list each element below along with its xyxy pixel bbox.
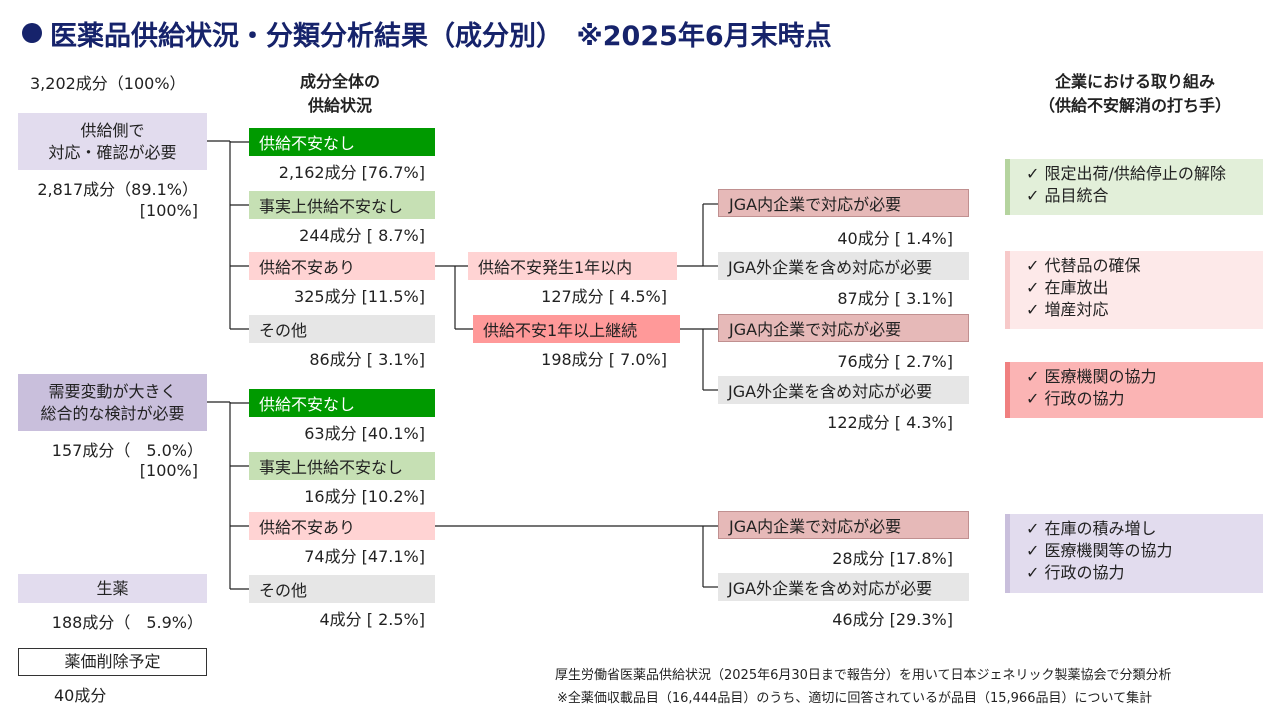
- group-demand-label-1: 需要変動が大きく: [48, 381, 177, 401]
- group-supply-side-pct: [100%]: [139, 201, 198, 220]
- group-supply-side-count: 2,817成分（89.1%）: [37, 180, 198, 199]
- jga-internal-count-3: 28成分 [17.8%]: [832, 549, 953, 568]
- right-column-header: 企業における取り組み （供給不安解消の打ち手）: [1005, 70, 1265, 118]
- g1-effectively-no-concern-box: 事実上供給不安なし: [249, 191, 435, 219]
- g1-effectively-no-concern-count: 244成分 [ 8.7%]: [299, 226, 425, 245]
- g2-effectively-no-concern-box: 事実上供給不安なし: [249, 452, 435, 480]
- g1-effectively-no-concern-label: 事実上供給不安なし: [259, 197, 404, 216]
- g2-no-concern-count: 63成分 [40.1%]: [304, 424, 425, 443]
- g1-other-label: その他: [259, 321, 308, 340]
- g2-no-concern-box: 供給不安なし: [249, 389, 435, 417]
- jga-external-count-1: 87成分 [ 3.1%]: [837, 289, 953, 308]
- g1-other-count: 86成分 [ 3.1%]: [309, 350, 425, 369]
- jga-internal-box-2: JGA内企業で対応が必要: [718, 314, 969, 342]
- group-demand-label-2: 総合的な検討が必要: [40, 403, 185, 423]
- jga-external-count-2: 122成分 [ 4.3%]: [827, 413, 953, 432]
- group-demand-pct: [100%]: [139, 461, 198, 480]
- jga-internal-label-2: JGA内企業で対応が必要: [729, 320, 902, 339]
- g2-other-box: その他: [249, 575, 435, 603]
- right-header-line-1: 企業における取り組み: [1054, 72, 1215, 91]
- jga-external-label-3: JGA外企業を含め対応が必要: [728, 579, 933, 598]
- action-item: ✓ 代替品の確保: [1026, 256, 1141, 275]
- g1-no-concern-box: 供給不安なし: [249, 128, 435, 156]
- mid-over-one-year-label: 供給不安1年以上継続: [483, 321, 638, 340]
- jga-external-box-1: JGA外企業を含め対応が必要: [718, 252, 969, 280]
- jga-internal-count-2: 76成分 [ 2.7%]: [837, 352, 953, 371]
- mid-over-one-year-count: 198成分 [ 7.0%]: [541, 350, 667, 369]
- jga-internal-count-1: 40成分 [ 1.4%]: [837, 229, 953, 248]
- right-header-line-2: （供給不安解消の打ち手）: [1038, 96, 1231, 115]
- g2-concern-label: 供給不安あり: [259, 518, 356, 537]
- g1-concern-box: 供給不安あり: [249, 252, 435, 280]
- action-item: ✓ 増産対応: [1026, 300, 1109, 319]
- g2-concern-count: 74成分 [47.1%]: [304, 547, 425, 566]
- g2-effectively-no-concern-count: 16成分 [10.2%]: [304, 487, 425, 506]
- g2-concern-box: 供給不安あり: [249, 512, 435, 540]
- jga-external-box-2: JGA外企業を含め対応が必要: [718, 376, 969, 404]
- jga-internal-label-3: JGA内企業で対応が必要: [729, 517, 902, 536]
- title-bullet-icon: [22, 23, 42, 43]
- page-title: 医薬品供給状況・分類分析結果（成分別） ※2025年6月末時点: [22, 14, 832, 53]
- action-box-cooperation: ✓ 医療機関の協力 ✓ 行政の協力: [1005, 362, 1263, 418]
- group-herbal-label: 生薬: [96, 578, 129, 598]
- action-box-lift-restrictions: ✓ 限定出荷/供給停止の解除 ✓ 品目統合: [1005, 159, 1263, 215]
- group-demand-box: 需要変動が大きく 総合的な検討が必要: [18, 374, 207, 431]
- group-herbal-box: 生薬: [18, 574, 207, 603]
- action-item: ✓ 行政の協力: [1026, 563, 1125, 582]
- jga-internal-label-1: JGA内企業で対応が必要: [729, 195, 902, 214]
- group-delisting-box: 薬価削除予定: [18, 648, 207, 676]
- g2-no-concern-label: 供給不安なし: [259, 395, 356, 414]
- footnote-scope: ※全薬価収載品目（16,444品目）のうち、適切に回答されているが品目（15,9…: [557, 691, 1153, 706]
- g1-concern-count: 325成分 [11.5%]: [294, 287, 425, 306]
- group-demand-count: 157成分（ 5.0%）: [51, 441, 203, 460]
- action-box-alternatives: ✓ 代替品の確保 ✓ 在庫放出 ✓ 増産対応: [1005, 251, 1263, 329]
- g1-no-concern-label: 供給不安なし: [259, 134, 356, 153]
- g2-other-label: その他: [259, 581, 308, 600]
- group-supply-side-label-2: 対応・確認が必要: [48, 142, 177, 162]
- group-supply-side-box: 供給側で 対応・確認が必要: [18, 113, 207, 170]
- jga-external-box-3: JGA外企業を含め対応が必要: [718, 573, 969, 601]
- mid-within-one-year-label: 供給不安発生1年以内: [478, 258, 633, 277]
- g1-no-concern-count: 2,162成分 [76.7%]: [278, 163, 425, 182]
- jga-external-label-2: JGA外企業を含め対応が必要: [728, 382, 933, 401]
- g1-concern-label: 供給不安あり: [259, 258, 356, 277]
- middle-header-line-2: 供給状況: [307, 96, 372, 115]
- group-delisting-count: 40成分: [54, 686, 107, 705]
- g2-other-count: 4成分 [ 2.5%]: [319, 610, 426, 629]
- group-delisting-label: 薬価削除予定: [64, 652, 161, 671]
- mid-over-one-year-box: 供給不安1年以上継続: [473, 315, 680, 343]
- action-item: ✓ 在庫の積み増し: [1026, 519, 1157, 538]
- action-item: ✓ 在庫放出: [1026, 278, 1109, 297]
- total-count: 3,202成分（100%）: [30, 74, 186, 93]
- middle-column-header: 成分全体の 供給状況: [260, 70, 420, 118]
- group-herbal-count: 188成分（ 5.9%）: [51, 613, 203, 632]
- action-item: ✓ 品目統合: [1026, 186, 1109, 205]
- group-supply-side-label-1: 供給側で: [80, 120, 145, 140]
- action-item: ✓ 限定出荷/供給停止の解除: [1026, 164, 1226, 183]
- middle-header-line-1: 成分全体の: [299, 72, 380, 91]
- jga-external-label-1: JGA外企業を含め対応が必要: [728, 258, 933, 277]
- footnote-source: 厚生労働省医薬品供給状況（2025年6月30日まで報告分）を用いて日本ジェネリッ…: [555, 668, 1172, 683]
- jga-internal-box-3: JGA内企業で対応が必要: [718, 511, 969, 539]
- g1-other-box: その他: [249, 315, 435, 343]
- jga-external-count-3: 46成分 [29.3%]: [832, 610, 953, 629]
- g2-effectively-no-concern-label: 事実上供給不安なし: [259, 458, 404, 477]
- action-item: ✓ 医療機関の協力: [1026, 367, 1157, 386]
- action-box-demand: ✓ 在庫の積み増し ✓ 医療機関等の協力 ✓ 行政の協力: [1005, 514, 1263, 593]
- mid-within-one-year-box: 供給不安発生1年以内: [468, 252, 677, 280]
- action-item: ✓ 医療機関等の協力: [1026, 541, 1173, 560]
- jga-internal-box-1: JGA内企業で対応が必要: [718, 189, 969, 217]
- mid-within-one-year-count: 127成分 [ 4.5%]: [541, 287, 667, 306]
- action-item: ✓ 行政の協力: [1026, 389, 1125, 408]
